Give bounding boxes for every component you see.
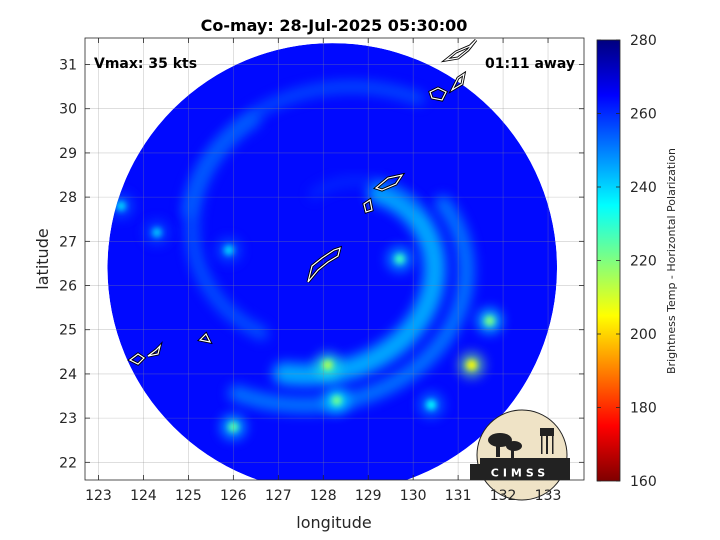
feature-core [466,360,477,371]
x-tick-label: 123 [85,488,112,504]
feature-core [223,245,234,256]
y-tick-label: 24 [59,367,77,383]
time-away-annotation: 01:11 away [485,56,575,72]
colorbar-tick-label: 240 [630,180,657,196]
y-axis: 22 23 24 25 26 27 28 29 30 31 [59,58,584,471]
convective-features [108,193,502,439]
y-tick-label: 23 [59,411,77,427]
rain-band [228,195,475,414]
x-axis-label: longitude [296,513,371,532]
y-tick-label: 25 [59,323,77,339]
swath-layer [107,43,558,480]
x-tick-label: 125 [175,488,202,504]
x-tick-label: 133 [535,488,562,504]
y-tick-label: 26 [59,279,77,295]
feature-core [331,395,342,406]
vmax-annotation: Vmax: 35 kts [94,56,197,72]
feature-core [484,315,495,326]
feature-core [322,360,333,371]
y-tick-label: 28 [59,190,77,206]
colorbar-tick-label: 200 [630,327,657,343]
logo-disk [476,409,568,501]
rain-band [308,176,422,211]
y-tick-label: 29 [59,146,77,162]
colorbar-tick-label: 220 [630,254,657,270]
colorbar-tick-label: 180 [630,401,657,417]
feature-core [394,254,405,264]
plot-frame [84,37,585,481]
x-tick-label: 130 [400,488,427,504]
x-tick-label: 132 [490,488,517,504]
logo-silhouette [480,428,570,464]
x-tick-label: 124 [130,488,157,504]
x-axis: 123 124 125 126 127 128 129 130 131 132 133 [85,38,561,504]
feature-core [115,200,126,211]
x-tick-label: 131 [445,488,472,504]
plot-area: CIMSS Vmax: 35 kts 01:11 away [84,37,585,501]
y-tick-label: 31 [59,58,77,74]
rain-band [272,181,446,387]
feature-core [228,421,239,432]
colorbar-tick-label: 260 [630,107,657,123]
cimss-logo: CIMSS [470,409,570,501]
y-tick-label: 27 [59,234,77,250]
rain-bands [181,80,475,414]
y-tick-label: 22 [59,455,77,471]
feature-core [151,227,162,238]
colorbar-label: Brightness Temp - Horizontal Polarizatio… [665,148,678,374]
logo-text: CIMSS [491,467,549,480]
x-tick-label: 126 [220,488,247,504]
x-tick-label: 128 [310,488,337,504]
chart-title: Co-may: 28-Jul-2025 05:30:00 [201,16,468,35]
colorbar-tick-label: 160 [630,474,657,490]
logo-banner [470,464,570,480]
coastlines [127,38,478,366]
feature-core [426,399,437,410]
rain-band [181,80,425,218]
colorbar-tick-label: 280 [630,33,657,49]
colorbar-ticks: 160 180 200 220 240 260 280 [597,33,657,490]
y-axis-label: latitude [33,228,52,289]
x-tick-label: 129 [355,488,382,504]
colorbar: 160 180 200 220 240 260 280 Brightness Temp - … [596,33,678,490]
x-tick-label: 127 [265,488,292,504]
grid [85,38,584,480]
y-tick-label: 30 [59,102,77,118]
